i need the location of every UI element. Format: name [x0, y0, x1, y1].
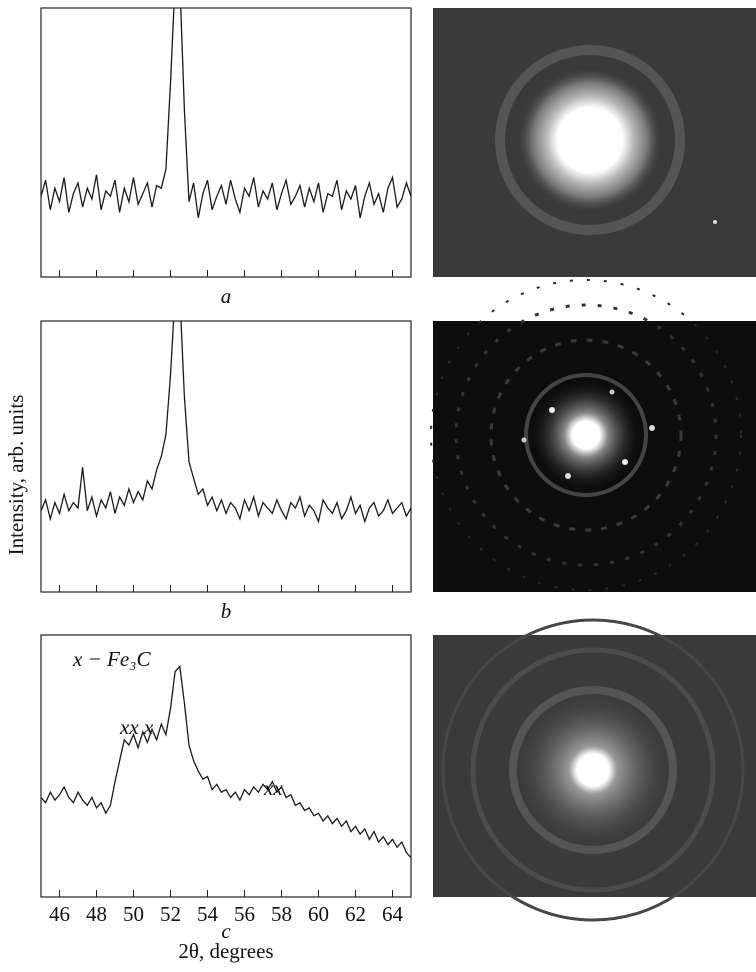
data-line: [41, 8, 411, 218]
x-tick-label: 50: [123, 902, 144, 926]
data-line: [41, 664, 411, 859]
x-tick-label: 62: [345, 902, 366, 926]
x-axis-label: 2θ, degrees: [178, 939, 273, 963]
y-axis-label: Intensity, arb. units: [4, 395, 28, 556]
x-tick-label: 48: [86, 902, 107, 926]
panel-label: b: [221, 599, 232, 623]
x-tick-label: 64: [382, 902, 404, 926]
x-tick-label: 60: [308, 902, 329, 926]
annotation: xx x: [119, 715, 154, 739]
x-tick-label: 56: [234, 902, 255, 926]
x-tick-label: 54: [197, 902, 219, 926]
panel-label: c: [221, 919, 231, 943]
annotation: x − Fe₃C: [72, 647, 151, 671]
plot-frame: [40, 7, 412, 278]
data-line: [41, 321, 411, 524]
annotation: xx: [263, 776, 283, 800]
diffraction-image-b: [430, 279, 756, 592]
plot-frame: [40, 634, 412, 898]
x-tick-label: 58: [271, 902, 292, 926]
panel-label: a: [221, 284, 232, 308]
plot-frame: [40, 320, 412, 593]
diffraction-image-a: [433, 8, 756, 277]
diffraction-image-c: [433, 618, 756, 922]
x-tick-label: 46: [49, 902, 70, 926]
x-tick-label: 52: [160, 902, 181, 926]
